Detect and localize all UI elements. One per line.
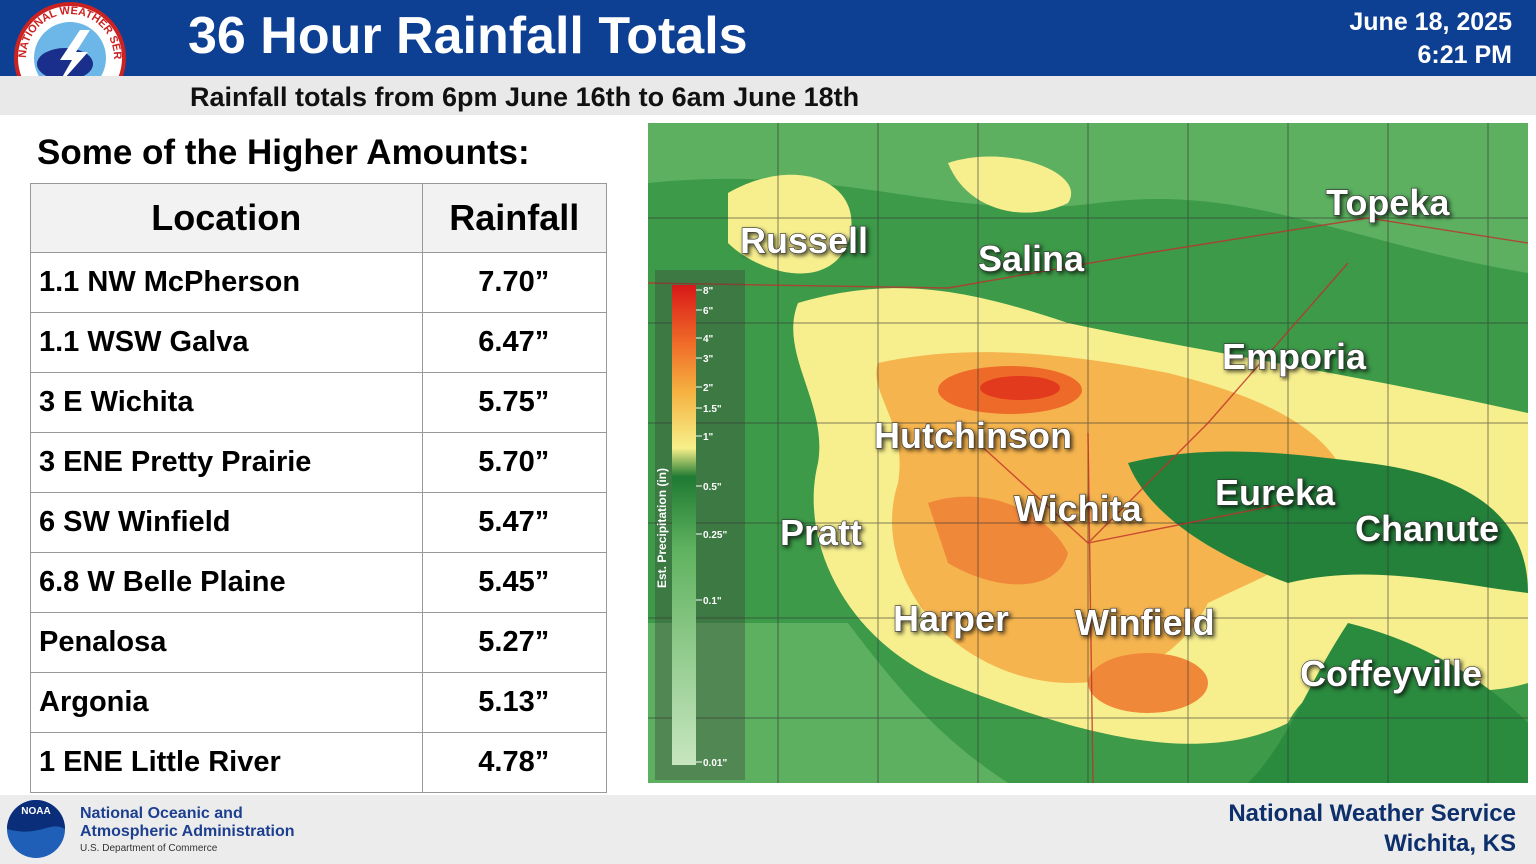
city-label: Wichita xyxy=(1014,488,1143,529)
column-header: Rainfall xyxy=(421,183,608,253)
subtitle-bar xyxy=(0,76,1536,115)
legend-tick-label: 2" xyxy=(703,383,714,394)
city-label: Pratt xyxy=(780,512,862,553)
table-row: 1.1 NW McPherson 7.70” xyxy=(30,252,608,313)
location-cell: 6.8 W Belle Plaine xyxy=(30,552,423,613)
time: 6:21 PM xyxy=(1417,41,1512,69)
column-header: Location xyxy=(30,183,423,253)
header-bar xyxy=(0,0,1536,76)
header-row: Location Rainfall xyxy=(30,183,608,253)
city-label: Russell xyxy=(740,220,868,261)
legend-tick-label: 3" xyxy=(703,354,714,365)
agency-line: National Oceanic and xyxy=(80,805,243,822)
location-cell: 6 SW Winfield xyxy=(30,492,423,553)
city-label: Salina xyxy=(978,238,1085,279)
legend-tick-label: 1.5" xyxy=(703,404,722,415)
table-row: 1.1 WSW Galva 6.47” xyxy=(30,312,608,373)
location-cell: 3 E Wichita xyxy=(30,372,423,433)
location-cell: 3 ENE Pretty Prairie xyxy=(30,432,423,493)
legend-title: Est. Precipitation (in) xyxy=(655,468,669,588)
legend-tick-label: 0.5" xyxy=(703,482,722,493)
rainfall-cell: 7.70” xyxy=(421,252,608,313)
department: U.S. Department of Commerce xyxy=(80,843,218,854)
timestamp: June 18, 2025 6:21 PM xyxy=(1349,6,1512,72)
rainfall-map: 8" 6" 4" 3" 2" 1.5" 1" 0.5" 0.25" 0.1" 0.01" Est. P… xyxy=(648,123,1528,783)
location-cell: 1.1 WSW Galva xyxy=(30,312,423,373)
city-label: Topeka xyxy=(1326,182,1450,223)
city-label: Chanute xyxy=(1355,508,1499,549)
rainfall-cell: 6.47” xyxy=(421,312,608,373)
table-row: Penalosa 5.27” xyxy=(30,612,608,673)
rainfall-cell: 5.27” xyxy=(421,612,608,673)
office-line: Wichita, KS xyxy=(1384,830,1516,857)
table-row: 3 ENE Pretty Prairie 5.70” xyxy=(30,432,608,493)
legend-tick-label: 0.01" xyxy=(703,758,727,769)
table-body: 1.1 NW McPherson 7.70” 1.1 WSW Galva 6.47” 3… xyxy=(30,252,608,793)
map-labels: Russell Salina Topeka Emporia Hutchinson Wich… xyxy=(739,181,1499,694)
city-label: Harper xyxy=(893,598,1009,639)
footer-bar xyxy=(0,795,1536,864)
legend-tick-label: 0.1" xyxy=(703,596,722,607)
legend: 8" 6" 4" 3" 2" 1.5" 1" 0.5" 0.25" 0.1" 0.01" Est. P… xyxy=(655,286,727,769)
location-cell: Penalosa xyxy=(30,612,423,673)
rainfall-cell: 5.47” xyxy=(421,492,608,553)
table-row: Argonia 5.13” xyxy=(30,672,608,733)
city-label: Winfield xyxy=(1075,602,1215,643)
table-row: 6.8 W Belle Plaine 5.45” xyxy=(30,552,608,613)
city-label: Emporia xyxy=(1222,336,1367,377)
table-row: 1 ENE Little River 4.78” xyxy=(30,732,608,793)
city-label: Coffeyville xyxy=(1300,653,1482,694)
legend-tick-label: 8" xyxy=(703,286,714,297)
table-row: 3 E Wichita 5.75” xyxy=(30,372,608,433)
office-line: National Weather Service xyxy=(1228,800,1516,827)
agency-line: Atmospheric Administration xyxy=(80,823,295,840)
rainfall-cell: 5.75” xyxy=(421,372,608,433)
legend-tick-label: 1" xyxy=(703,432,714,443)
rainfall-cell: 5.13” xyxy=(421,672,608,733)
rainfall-cell: 5.45” xyxy=(421,552,608,613)
location-cell: 1.1 NW McPherson xyxy=(30,252,423,313)
city-label: Hutchinson xyxy=(874,415,1072,456)
title: 36 Hour Rainfall Totals xyxy=(188,7,748,65)
city-label: Eureka xyxy=(1215,472,1336,513)
noaa-logo: NOAA xyxy=(7,800,65,858)
legend-tick-label: 4" xyxy=(703,334,714,345)
rainfall-table: Location Rainfall 1.1 NW McPherson 7.70” 1.1… xyxy=(30,183,608,793)
date: June 18, 2025 xyxy=(1349,8,1512,36)
table-row: 6 SW Winfield 5.47” xyxy=(30,492,608,553)
subtitle: Rainfall totals from 6pm June 16th to 6a… xyxy=(190,82,860,112)
table-heading: Some of the Higher Amounts: xyxy=(37,133,530,172)
legend-tick-label: 0.25" xyxy=(703,530,727,541)
rainfall-cell: 4.78” xyxy=(421,732,608,793)
rainfall-cell: 5.70” xyxy=(421,432,608,493)
location-cell: Argonia xyxy=(30,672,423,733)
legend-tick-label: 6" xyxy=(703,306,714,317)
noaa-logo-text: NOAA xyxy=(21,806,50,817)
location-cell: 1 ENE Little River xyxy=(30,732,423,793)
